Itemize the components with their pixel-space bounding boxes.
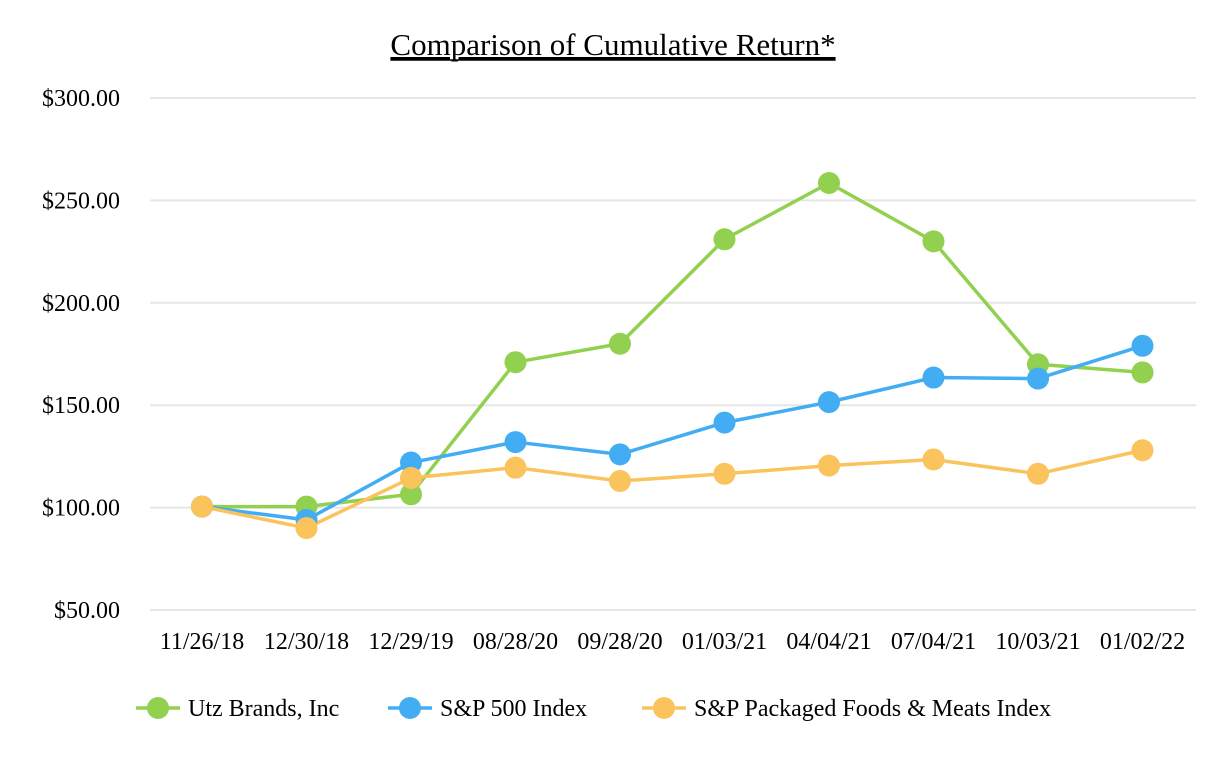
data-point	[818, 391, 840, 414]
data-point	[609, 332, 631, 355]
x-tick-label: 01/03/21	[682, 629, 767, 655]
data-point	[400, 466, 422, 489]
data-point	[191, 495, 213, 518]
x-tick-label: 09/28/20	[577, 629, 662, 655]
data-point	[922, 230, 945, 253]
y-tick-label: $100.00	[42, 496, 120, 522]
legend-label: Utz Brands, Inc	[188, 696, 339, 722]
y-tick-label: $150.00	[42, 393, 120, 419]
x-tick-label: 10/03/21	[995, 629, 1080, 655]
x-tick-label: 04/04/21	[786, 629, 871, 655]
data-point	[713, 228, 736, 251]
legend-marker	[147, 697, 169, 719]
data-point	[400, 483, 422, 506]
legend-marker	[399, 697, 421, 719]
data-point	[295, 517, 318, 540]
data-point	[818, 454, 840, 477]
data-point	[1027, 462, 1049, 485]
series-line	[201, 448, 1143, 530]
data-point	[504, 351, 527, 374]
data-point	[609, 469, 631, 492]
x-tick-label: 01/02/22	[1100, 629, 1185, 655]
series-line	[202, 181, 1143, 509]
y-tick-label: $200.00	[42, 291, 120, 317]
data-point	[713, 462, 736, 485]
x-tick-label: 07/04/21	[891, 629, 976, 655]
data-point	[922, 366, 945, 389]
x-tick-label: 11/26/18	[160, 629, 244, 655]
x-tick-label: 12/29/19	[368, 629, 453, 655]
grid-lines	[150, 97, 1196, 611]
chart-title: Comparison of Cumulative Return*	[390, 27, 835, 62]
data-point	[609, 443, 631, 466]
legend-label: S&P Packaged Foods & Meats Index	[694, 696, 1051, 722]
x-tick-label: 12/30/18	[264, 629, 349, 655]
x-axis: 11/26/18 12/30/18 12/29/19 08/28/20 09/28/20…	[160, 629, 1185, 655]
data-point	[713, 411, 736, 434]
y-tick-label: $50.00	[54, 598, 120, 624]
data-point	[922, 448, 945, 471]
data-point	[504, 431, 527, 454]
data-point	[504, 456, 527, 479]
series-line	[201, 344, 1144, 522]
data-point	[1027, 367, 1049, 390]
series-group	[191, 171, 1154, 540]
y-axis: $50.00 $100.00 $150.00 $200.00 $250.00 $300.0…	[42, 86, 120, 624]
data-point	[1131, 361, 1154, 384]
data-point	[818, 171, 840, 194]
data-point	[1131, 334, 1154, 357]
legend-marker	[653, 697, 675, 719]
data-point	[1131, 439, 1154, 462]
y-tick-label: $300.00	[42, 86, 120, 112]
legend-label: S&P 500 Index	[440, 696, 587, 722]
x-tick-label: 08/28/20	[473, 629, 558, 655]
y-tick-label: $250.00	[42, 188, 120, 214]
legend: Utz Brands, Inc S&P 500 Index S&P Packaged…	[136, 696, 1051, 722]
data-point	[400, 451, 422, 474]
